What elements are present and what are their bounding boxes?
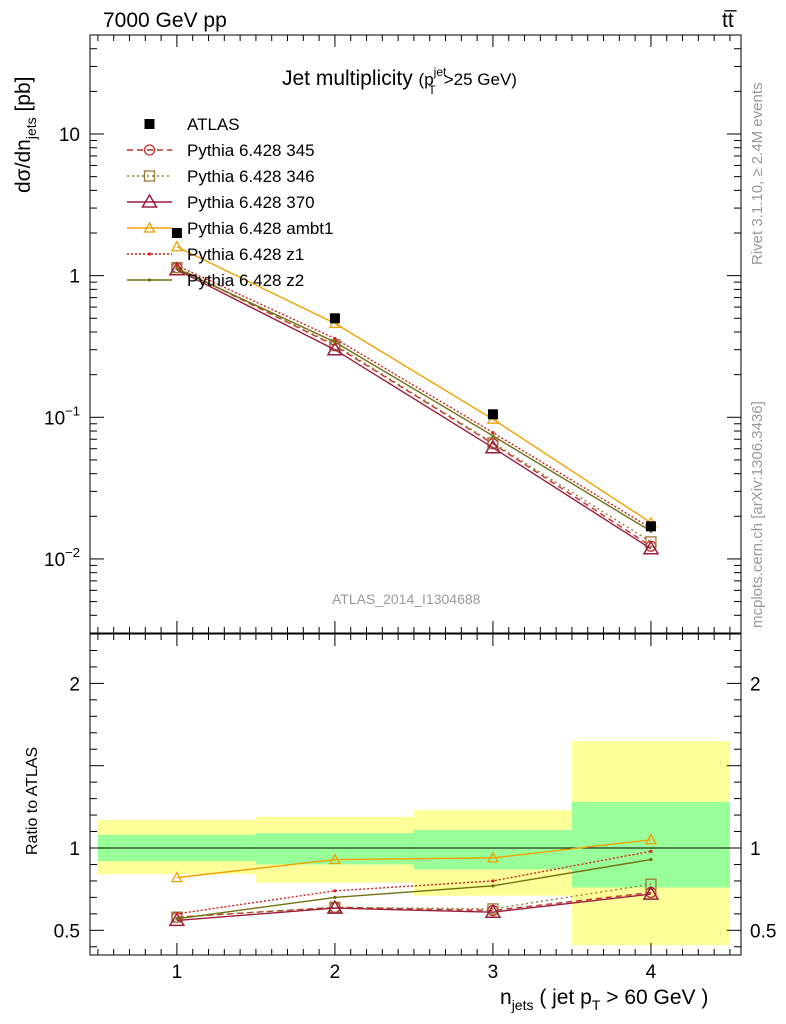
legend-label-1: Pythia 6.428 345 (187, 141, 315, 160)
legend-label-6: Pythia 6.428 z2 (187, 271, 304, 290)
marker-dot (175, 267, 179, 271)
y-axis-label-main: dσ/dnjets [pb] (12, 76, 39, 193)
data-points (171, 228, 656, 532)
y-ratio-tick-label-right: 2 (750, 674, 761, 695)
marker-square (143, 170, 156, 182)
data-point (487, 409, 498, 420)
series-line-main-4 (176, 246, 652, 524)
x-tick-label: 3 (488, 962, 499, 983)
marker-square (645, 536, 657, 548)
legend: ATLAS Pythia 6.428 345 Pythia 6.428 346 Pyt… (127, 115, 333, 290)
marker-triangle (326, 341, 344, 356)
legend-label-data: ATLAS (187, 115, 240, 134)
series-line-main-2 (176, 266, 652, 543)
analysis-label: ATLAS_2014_I1304688 (332, 591, 481, 607)
rivet-version-label: Rivet 3.1.10, ≥ 2.4M events (749, 83, 766, 266)
marker-triangle (484, 439, 502, 454)
marker-dot (333, 889, 337, 893)
marker-dot (175, 263, 179, 268)
y-ratio-tick-label-right: 1 (750, 839, 761, 860)
y-main-tick-label: 1 (69, 267, 80, 288)
series-line-main-6 (176, 268, 652, 532)
marker-dot (333, 340, 337, 344)
series-line-main-3 (176, 269, 652, 550)
marker-circle (143, 144, 156, 156)
legend-label-4: Pythia 6.428 ambt1 (187, 219, 333, 238)
series-line-ratio-1 (176, 891, 652, 918)
band-inner-4 (571, 801, 730, 888)
series-line-main-1 (176, 266, 652, 547)
legend-marker-data (144, 119, 155, 129)
legend-label-2: Pythia 6.428 346 (187, 167, 315, 186)
x-axis-label: njets ( jet pT > 60 GeV ) (500, 986, 708, 1013)
marker-square (645, 878, 657, 890)
ratio-panel-frame (89, 633, 742, 956)
band-inner-3 (413, 829, 572, 870)
y-ratio-tick-label-left: 1 (69, 839, 80, 860)
main-panel-frame (89, 34, 742, 634)
y-axis-label-ratio: Ratio to ATLAS (24, 747, 41, 855)
y-ratio-tick-label-right: 0.5 (750, 921, 776, 942)
y-main-tick-label: 10−1 (44, 403, 80, 429)
marker-triangle (642, 885, 660, 900)
process-label: tt̅ (722, 9, 738, 32)
series-line-ratio-6 (176, 858, 652, 920)
y-ratio-tick-label-left: 0.5 (54, 921, 80, 942)
marker-dot (649, 857, 653, 862)
marker-triangle (484, 903, 502, 918)
x-tick-label: 4 (646, 962, 657, 983)
axis-ticks (90, 34, 741, 955)
marker-dot (491, 434, 495, 438)
x-tick-label: 2 (330, 962, 341, 983)
marker-triangle (170, 871, 184, 883)
mcplots-label: mcplots.cern.ch [arXiv:1306.3436] (749, 401, 766, 628)
marker-dot (333, 336, 337, 341)
marker-triangle (168, 261, 186, 276)
legend-label-3: Pythia 6.428 370 (187, 193, 315, 212)
plot-title: Jet multiplicity (pjet T>25 GeV) (282, 65, 517, 97)
marker-dot (491, 430, 495, 435)
marker-dot (147, 252, 152, 256)
marker-triangle (168, 911, 186, 927)
series-line-ratio-3 (176, 893, 652, 922)
data-point (645, 521, 656, 532)
data-point (329, 313, 340, 324)
marker-dot (649, 849, 653, 853)
marker-triangle (170, 240, 184, 252)
marker-dot (491, 879, 495, 883)
marker-dot (333, 895, 337, 899)
x-tick-label: 1 (172, 962, 183, 983)
uncertainty-bands (90, 741, 741, 946)
data-point (171, 228, 182, 239)
marker-triangle (644, 833, 658, 845)
marker-triangle (328, 853, 342, 865)
marker-dot (147, 278, 152, 282)
y-main-tick-label: 10 (59, 125, 80, 146)
marker-triangle (326, 899, 344, 914)
series-line-ratio-2 (176, 883, 652, 918)
collision-label: 7000 GeV pp (103, 9, 227, 32)
y-main-tick-label: 10−2 (44, 545, 80, 571)
marker-dot (175, 912, 179, 916)
y-ratio-tick-label-left: 2 (69, 674, 80, 695)
marker-triangle (143, 221, 156, 233)
legend-label-5: Pythia 6.428 z1 (187, 245, 304, 264)
marker-triangle (141, 193, 158, 208)
mc-curves-ratio (168, 833, 660, 927)
marker-dot (175, 917, 179, 921)
marker-dot (491, 884, 495, 888)
marker-triangle (642, 540, 660, 555)
series-line-ratio-4 (176, 839, 652, 879)
tick-labels: 1 2 3 4 10 1 10−1 10−2 0.5 0.5 1 1 2 2 (44, 125, 776, 983)
marker-triangle (486, 851, 500, 863)
